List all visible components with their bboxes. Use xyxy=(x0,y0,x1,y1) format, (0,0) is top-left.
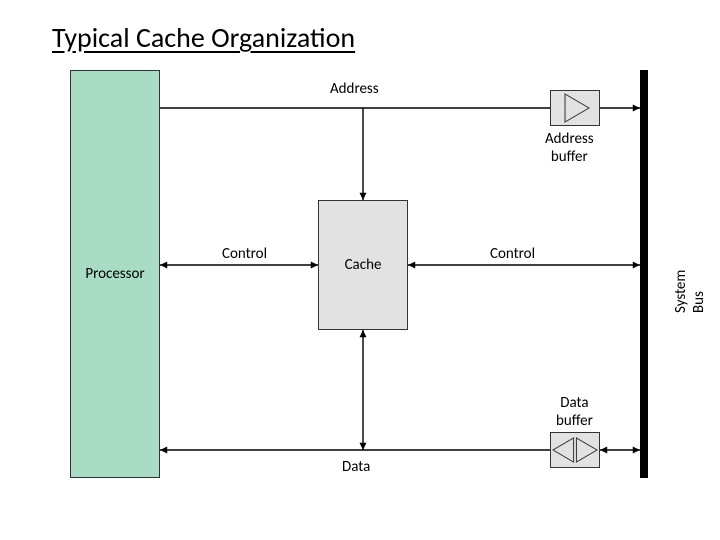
slide-canvas: Typical Cache Organization System Bus Pr… xyxy=(0,0,720,540)
control-right-label: Control xyxy=(490,245,535,263)
buffer-triangle-icon xyxy=(565,94,589,122)
address-buffer-label: Address buffer xyxy=(545,130,594,166)
buffer-triangle-icon xyxy=(553,438,574,462)
buffer-triangle-icon xyxy=(576,438,597,462)
address-label: Address xyxy=(330,80,379,98)
data-buffer-label: Data buffer xyxy=(556,394,593,430)
control-left-label: Control xyxy=(222,245,267,263)
data-label: Data xyxy=(342,458,370,476)
